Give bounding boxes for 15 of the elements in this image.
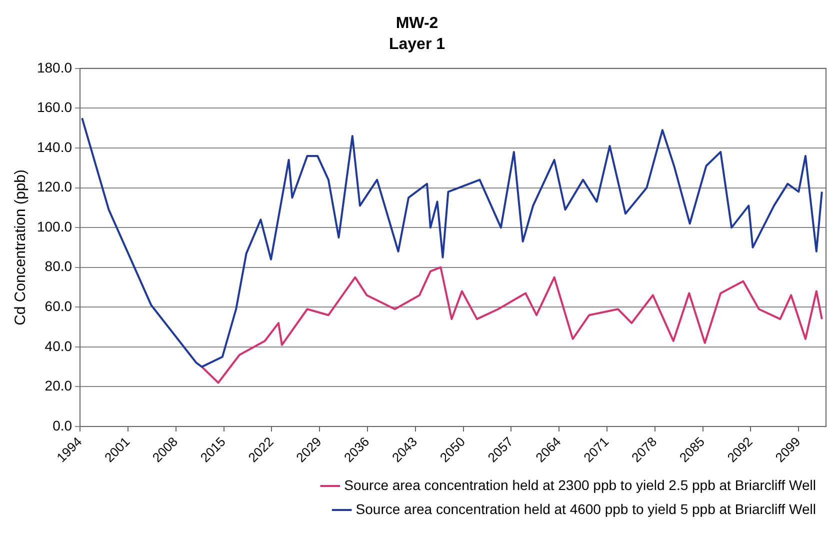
legend-label: Source area concentration held at 2300 ppb to yield 2.5 ppb at Briarcliff Well — [344, 476, 816, 493]
y-tick-label: 80.0 — [44, 258, 72, 274]
y-axis-title: Cd Concentration (ppb) — [12, 170, 30, 326]
y-tick-label: 40.0 — [44, 338, 72, 354]
y-tick-label: 140.0 — [36, 138, 72, 155]
y-tick-label: 20.0 — [44, 378, 72, 394]
y-tick-label: 0.0 — [52, 417, 72, 434]
chart-title: MW-2 — [396, 15, 438, 32]
chart-subtitle: Layer 1 — [388, 36, 446, 54]
y-tick-label: 100.0 — [36, 218, 72, 234]
y-tick-label: 180.0 — [36, 59, 72, 76]
legend-label: Source area concentration held at 4600 ppb to yield 5 ppb at Briarcliff Well — [356, 500, 816, 517]
y-tick-label: 60.0 — [44, 298, 72, 314]
y-tick-label: 120.0 — [36, 178, 72, 195]
y-tick-label: 160.0 — [36, 99, 72, 116]
